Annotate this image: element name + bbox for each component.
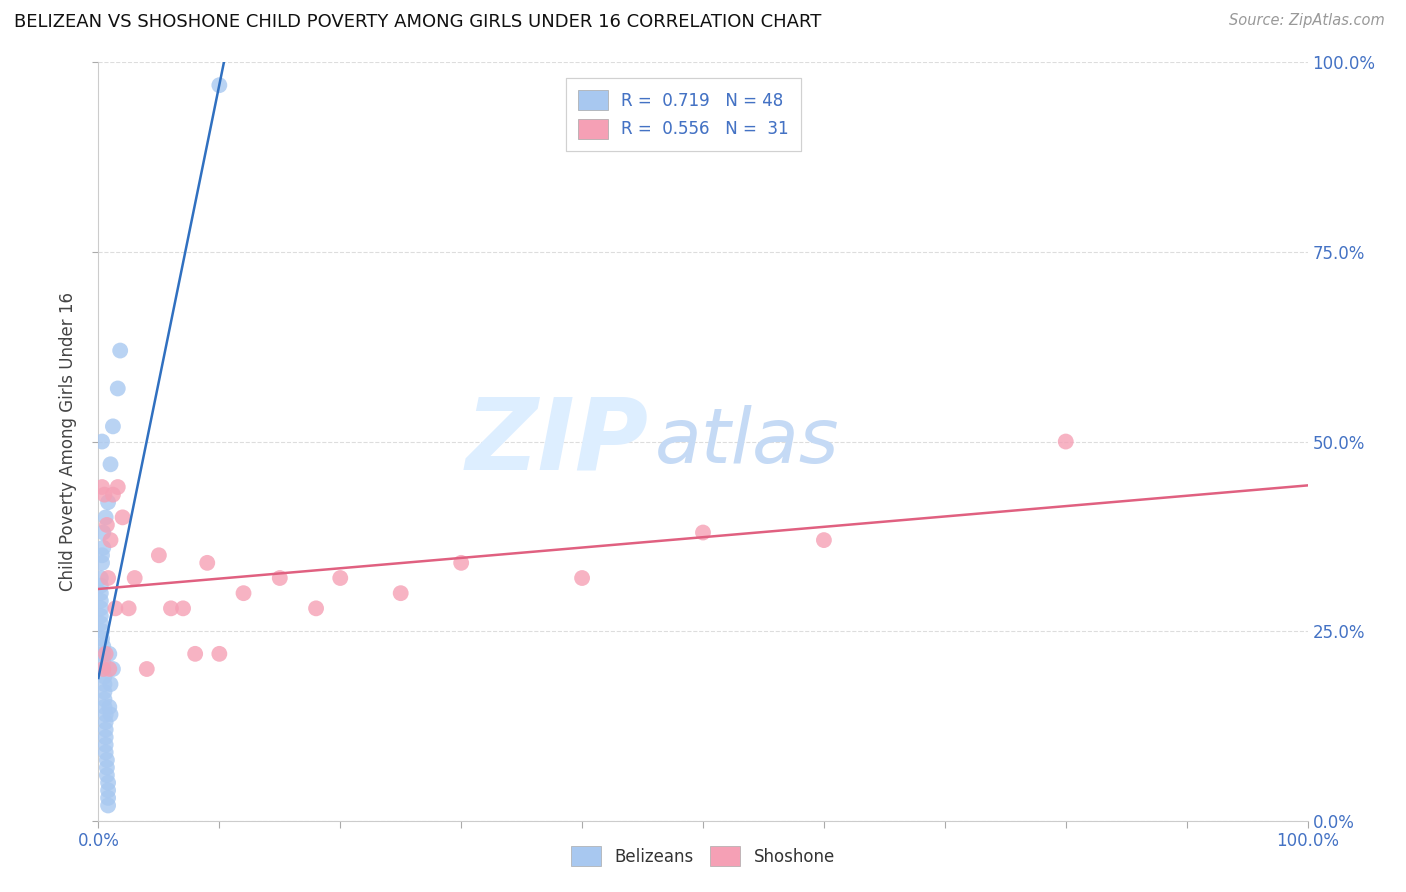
Point bbox=[108, 343, 131, 358]
Point bbox=[118, 601, 141, 615]
Point bbox=[94, 510, 117, 524]
Text: Source: ZipAtlas.com: Source: ZipAtlas.com bbox=[1229, 13, 1385, 29]
Point bbox=[90, 571, 112, 585]
Point bbox=[97, 783, 120, 797]
Point bbox=[90, 601, 112, 615]
Point bbox=[96, 768, 118, 782]
Point bbox=[208, 647, 231, 661]
Y-axis label: Child Poverty Among Girls Under 16: Child Poverty Among Girls Under 16 bbox=[59, 292, 77, 591]
Point bbox=[98, 662, 121, 676]
Point bbox=[100, 677, 122, 691]
Point bbox=[124, 571, 146, 585]
Point bbox=[101, 662, 124, 676]
Point bbox=[91, 480, 114, 494]
Point bbox=[91, 624, 114, 639]
Point bbox=[91, 541, 114, 555]
Point bbox=[98, 699, 121, 714]
Legend: Belizeans, Shoshone: Belizeans, Shoshone bbox=[562, 838, 844, 875]
Point bbox=[135, 662, 157, 676]
Point bbox=[450, 556, 472, 570]
Text: BELIZEAN VS SHOSHONE CHILD POVERTY AMONG GIRLS UNDER 16 CORRELATION CHART: BELIZEAN VS SHOSHONE CHILD POVERTY AMONG… bbox=[14, 13, 821, 31]
Point bbox=[90, 608, 112, 623]
Point bbox=[101, 487, 124, 501]
Point bbox=[195, 556, 218, 570]
Point bbox=[269, 571, 291, 585]
Point bbox=[93, 699, 115, 714]
Point bbox=[90, 616, 112, 631]
Point bbox=[91, 632, 114, 646]
Point bbox=[692, 525, 714, 540]
Point bbox=[91, 655, 114, 669]
Point bbox=[94, 730, 117, 744]
Point bbox=[91, 548, 114, 563]
Point bbox=[96, 753, 118, 767]
Point bbox=[571, 571, 593, 585]
Point bbox=[90, 586, 112, 600]
Point bbox=[97, 776, 120, 790]
Point bbox=[93, 669, 115, 683]
Point bbox=[101, 419, 124, 434]
Point bbox=[94, 715, 117, 730]
Point bbox=[94, 723, 117, 737]
Point bbox=[813, 533, 835, 548]
Point bbox=[389, 586, 412, 600]
Point bbox=[93, 677, 115, 691]
Point bbox=[100, 533, 122, 548]
Point bbox=[91, 662, 114, 676]
Point bbox=[91, 434, 114, 449]
Point bbox=[111, 510, 134, 524]
Point bbox=[97, 798, 120, 813]
Text: ZIP: ZIP bbox=[465, 393, 648, 490]
Point bbox=[93, 487, 115, 501]
Point bbox=[160, 601, 183, 615]
Point bbox=[208, 78, 231, 92]
Point bbox=[94, 746, 117, 760]
Point bbox=[96, 760, 118, 774]
Point bbox=[91, 556, 114, 570]
Point bbox=[100, 458, 122, 472]
Point bbox=[94, 647, 117, 661]
Point bbox=[91, 525, 114, 540]
Point bbox=[104, 601, 127, 615]
Point bbox=[148, 548, 170, 563]
Legend: R =  0.719   N = 48, R =  0.556   N =  31: R = 0.719 N = 48, R = 0.556 N = 31 bbox=[567, 78, 800, 151]
Point bbox=[97, 495, 120, 509]
Point bbox=[97, 791, 120, 805]
Point bbox=[329, 571, 352, 585]
Point bbox=[107, 382, 129, 396]
Point bbox=[100, 707, 122, 722]
Point bbox=[97, 571, 120, 585]
Point bbox=[93, 685, 115, 699]
Point bbox=[91, 639, 114, 653]
Point bbox=[1054, 434, 1077, 449]
Point bbox=[91, 662, 114, 676]
Point bbox=[96, 517, 118, 532]
Point bbox=[90, 579, 112, 593]
Text: atlas: atlas bbox=[655, 405, 839, 478]
Point bbox=[91, 647, 114, 661]
Point bbox=[94, 738, 117, 752]
Point bbox=[107, 480, 129, 494]
Point bbox=[184, 647, 207, 661]
Point bbox=[93, 692, 115, 706]
Point bbox=[98, 647, 121, 661]
Point bbox=[172, 601, 194, 615]
Point bbox=[90, 594, 112, 608]
Point bbox=[305, 601, 328, 615]
Point bbox=[232, 586, 254, 600]
Point bbox=[94, 707, 117, 722]
